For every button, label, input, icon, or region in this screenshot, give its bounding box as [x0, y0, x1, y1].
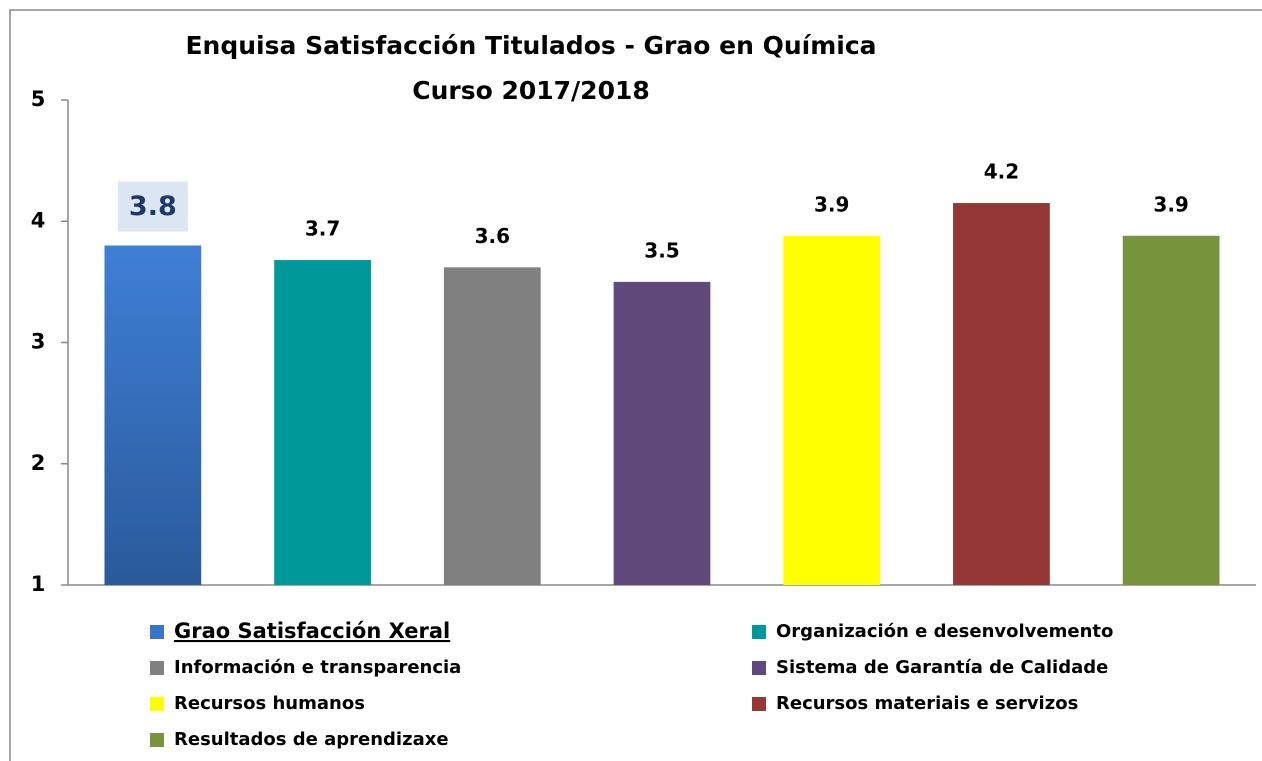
bar: [104, 245, 202, 585]
legend-swatch: [150, 697, 164, 711]
bar: [783, 235, 881, 586]
legend-label: Resultados de aprendizaxe: [174, 729, 449, 750]
legend-swatch: [150, 733, 164, 747]
legend-label: Recursos humanos: [174, 693, 365, 714]
legend-label: Grao Satisfacción Xeral: [174, 619, 450, 643]
legend-label: Recursos materiais e servizos: [776, 693, 1078, 714]
bar: [1122, 235, 1220, 586]
value-label: 4.2: [984, 160, 1019, 184]
legend-swatch: [752, 661, 766, 675]
value-label: 3.6: [475, 224, 510, 248]
chart-frame: [9, 9, 1262, 761]
legend-label: Organización e desenvolvemento: [776, 621, 1113, 642]
bar: [613, 281, 711, 585]
legend-swatch: [150, 625, 164, 639]
bar: [443, 267, 541, 585]
y-tick-label: 4: [31, 208, 46, 232]
bar: [953, 203, 1050, 585]
y-tick-label: 1: [31, 572, 46, 596]
legend-label: Información e transparencia: [174, 657, 461, 678]
value-label: 3.9: [814, 192, 849, 216]
chart-title: Enquisa Satisfacción Titulados - Grao en…: [185, 31, 876, 60]
value-label: 3.7: [305, 217, 340, 241]
chart-subtitle: Curso 2017/2018: [412, 76, 650, 105]
y-tick-label: 3: [31, 330, 46, 354]
y-tick-label: 5: [31, 87, 46, 111]
value-label: 3.5: [644, 238, 679, 262]
legend-label: Sistema de Garantía de Calidade: [776, 657, 1108, 678]
legend-swatch: [150, 661, 164, 675]
value-label: 3.9: [1153, 192, 1188, 216]
legend-swatch: [752, 625, 766, 639]
value-label-highlight: [117, 181, 188, 232]
legend-swatch: [752, 697, 766, 711]
y-tick-label: 2: [31, 451, 46, 475]
value-label: 3.8: [129, 191, 177, 222]
bar: [274, 260, 371, 585]
